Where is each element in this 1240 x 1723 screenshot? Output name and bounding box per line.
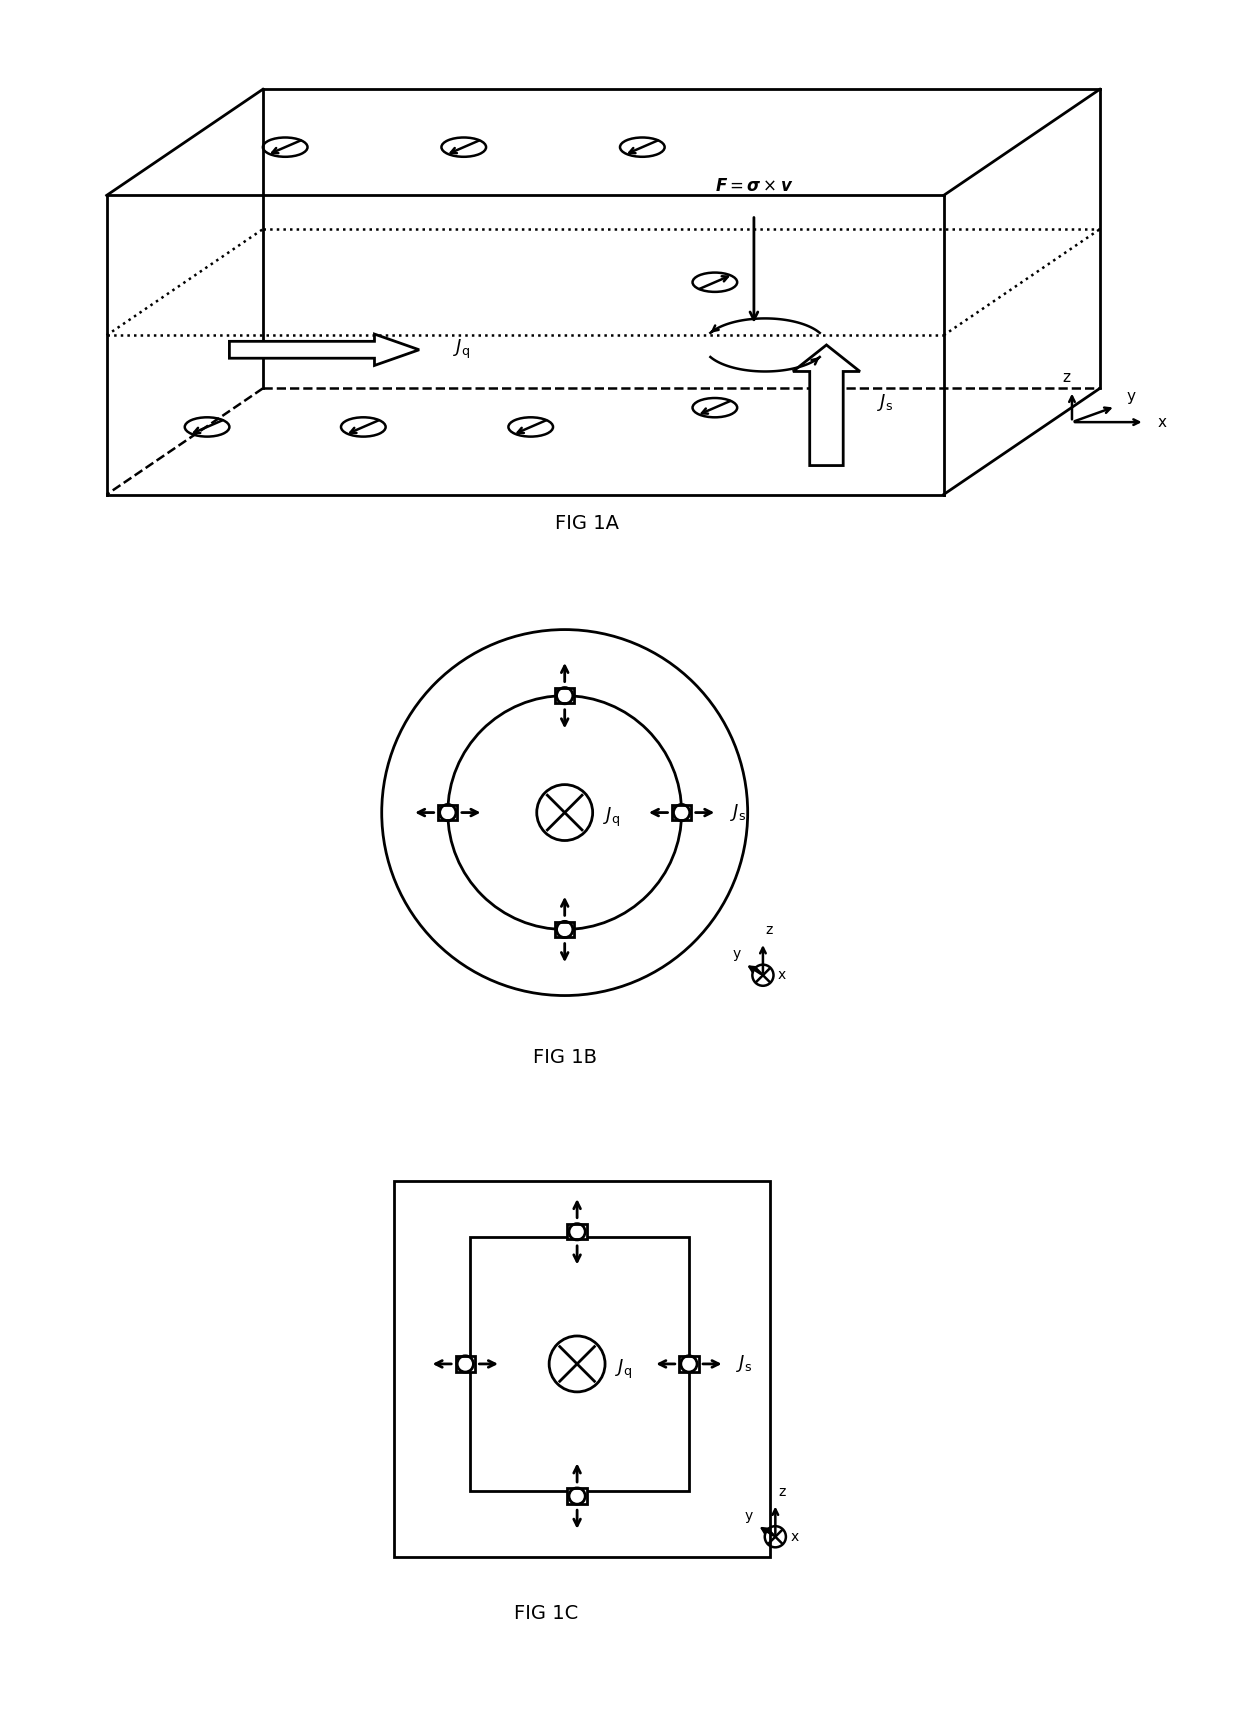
Bar (568, 1489, 587, 1504)
Bar (556, 922, 574, 937)
Text: $\boldsymbol{F} = \boldsymbol{\sigma} \times \boldsymbol{v}$: $\boldsymbol{F} = \boldsymbol{\sigma} \t… (714, 177, 794, 195)
Text: z: z (777, 1485, 785, 1499)
Bar (394, 1180, 770, 1558)
Bar (470, 1237, 689, 1490)
Text: x: x (1158, 415, 1167, 429)
Bar (672, 805, 691, 820)
Text: z: z (1063, 370, 1070, 384)
FancyArrow shape (229, 334, 419, 365)
Bar (556, 687, 574, 703)
Text: $J_\mathrm{s}$: $J_\mathrm{s}$ (730, 803, 746, 824)
Text: $J_\mathrm{q}$: $J_\mathrm{q}$ (615, 1358, 632, 1380)
FancyArrow shape (794, 345, 861, 465)
Text: x: x (790, 1530, 799, 1544)
Text: y: y (733, 948, 740, 961)
Text: FIG 1A: FIG 1A (554, 513, 619, 532)
Text: z: z (765, 924, 773, 937)
Bar (455, 1356, 475, 1372)
Text: FIG 1B: FIG 1B (533, 1048, 596, 1067)
Text: $J_\mathrm{q}$: $J_\mathrm{q}$ (453, 338, 470, 362)
Bar (568, 1223, 587, 1239)
Text: FIG 1C: FIG 1C (515, 1604, 579, 1623)
Text: y: y (745, 1509, 753, 1523)
Bar (438, 805, 458, 820)
Bar (680, 1356, 698, 1372)
Text: $J_\mathrm{s}$: $J_\mathrm{s}$ (877, 393, 893, 414)
Text: y: y (1127, 389, 1136, 403)
Text: $J_\mathrm{q}$: $J_\mathrm{q}$ (603, 806, 620, 829)
Text: $J_\mathrm{s}$: $J_\mathrm{s}$ (735, 1354, 751, 1375)
Text: x: x (777, 968, 786, 982)
